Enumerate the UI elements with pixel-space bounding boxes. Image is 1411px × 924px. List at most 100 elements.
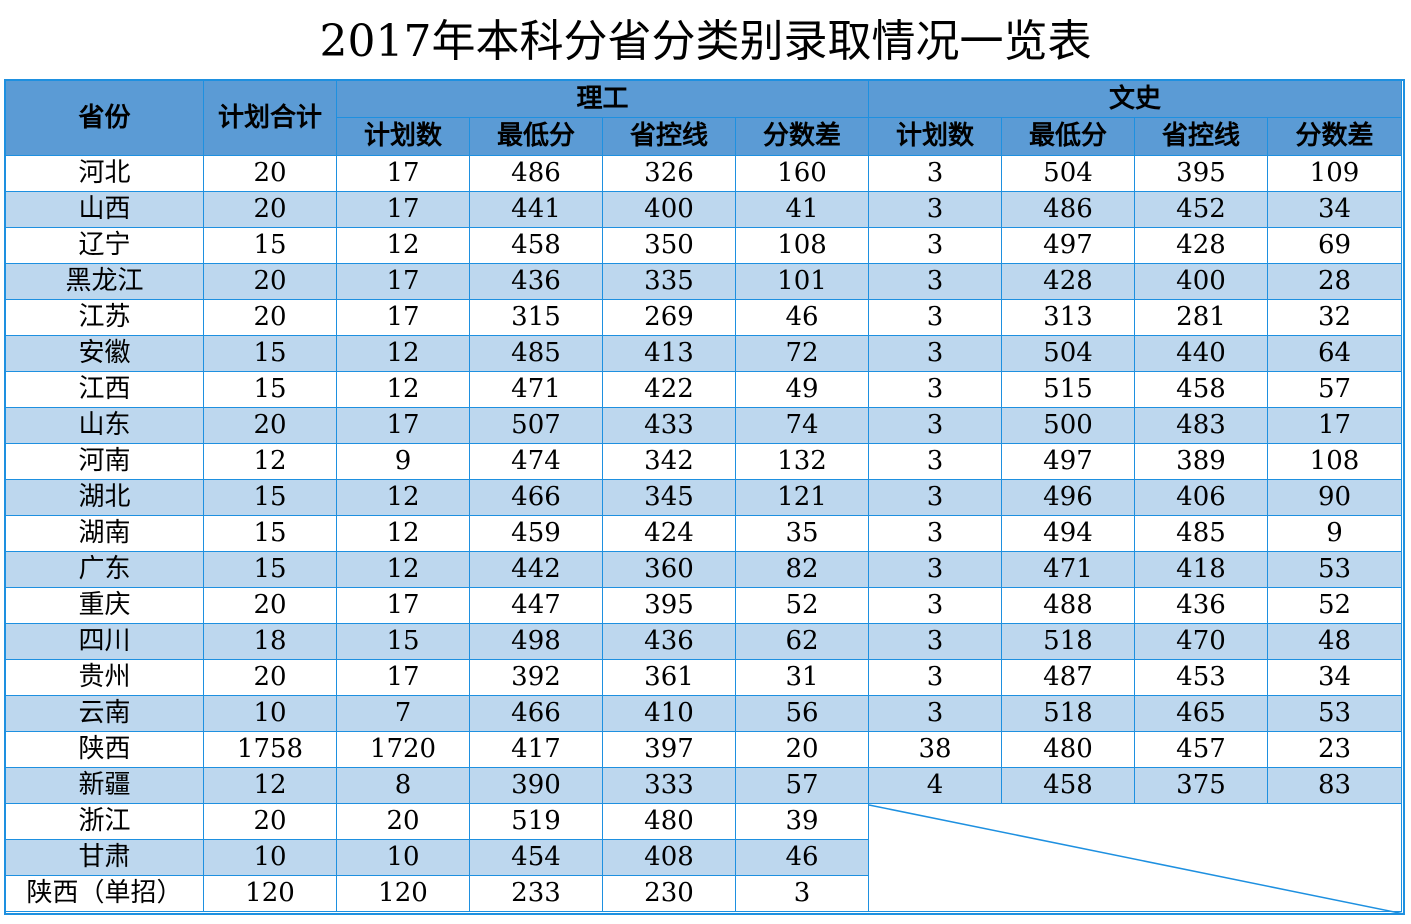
art-min-cell: 494 (1001, 515, 1135, 552)
sci-min-cell: 507 (469, 407, 603, 444)
art-plan-cell: 3 (868, 515, 1002, 552)
sci-line-cell: 333 (602, 767, 736, 804)
art-line-cell: 389 (1134, 443, 1268, 480)
sci-line-cell: 397 (602, 731, 736, 768)
table-row: 江苏 20 17 315 269 46 3 313 281 32 (5, 299, 1402, 336)
art-min-cell: 428 (1001, 263, 1135, 300)
art-min-cell: 504 (1001, 155, 1135, 192)
art-line-cell: 485 (1134, 515, 1268, 552)
plan-total-cell: 20 (203, 587, 337, 624)
art-min-cell: 497 (1001, 443, 1135, 480)
art-diff-cell: 17 (1267, 407, 1402, 444)
sci-min-cell: 466 (469, 695, 603, 732)
sci-min-cell: 315 (469, 299, 603, 336)
sci-diff-cell: 31 (735, 659, 869, 696)
art-min-header: 最低分 (1001, 117, 1135, 156)
art-diff-cell: 53 (1267, 551, 1402, 588)
art-min-cell: 480 (1001, 731, 1135, 768)
province-cell: 黑龙江 (5, 263, 204, 300)
sci-diff-cell: 74 (735, 407, 869, 444)
sci-diff-cell: 39 (735, 803, 869, 840)
plan-total-cell: 15 (203, 551, 337, 588)
sci-diff-cell: 160 (735, 155, 869, 192)
sci-diff-cell: 121 (735, 479, 869, 516)
sci-line-cell: 326 (602, 155, 736, 192)
art-diff-cell: 109 (1267, 155, 1402, 192)
sci-line-cell: 395 (602, 587, 736, 624)
art-min-cell: 500 (1001, 407, 1135, 444)
art-min-cell: 313 (1001, 299, 1135, 336)
sci-line-cell: 433 (602, 407, 736, 444)
sci-line-cell: 342 (602, 443, 736, 480)
art-diff-cell: 90 (1267, 479, 1402, 516)
plan-total-cell: 18 (203, 623, 337, 660)
sci-line-cell: 350 (602, 227, 736, 264)
table-row: 浙江 20 20 519 480 39 (5, 803, 1402, 912)
art-plan-cell: 3 (868, 227, 1002, 264)
plan-total-cell: 20 (203, 803, 337, 840)
art-min-cell: 518 (1001, 623, 1135, 660)
art-plan-cell: 3 (868, 407, 1002, 444)
sci-plan-cell: 17 (336, 191, 470, 228)
sci-line-cell: 410 (602, 695, 736, 732)
sci-diff-cell: 72 (735, 335, 869, 372)
art-diff-cell: 64 (1267, 335, 1402, 372)
sci-plan-cell: 17 (336, 263, 470, 300)
art-min-cell: 487 (1001, 659, 1135, 696)
art-plan-cell: 3 (868, 155, 1002, 192)
sci-min-cell: 454 (469, 839, 603, 876)
art-min-cell: 518 (1001, 695, 1135, 732)
art-plan-cell: 3 (868, 299, 1002, 336)
art-line-cell: 457 (1134, 731, 1268, 768)
province-cell: 安徽 (5, 335, 204, 372)
art-line-cell: 436 (1134, 587, 1268, 624)
sci-diff-cell: 41 (735, 191, 869, 228)
province-cell: 陕西（单招） (5, 875, 204, 912)
plan-total-cell: 15 (203, 371, 337, 408)
sci-plan-cell: 20 (336, 803, 470, 840)
art-diff-cell: 53 (1267, 695, 1402, 732)
table-row: 湖南 15 12 459 424 35 3 494 485 9 (5, 515, 1402, 552)
plan-total-cell: 20 (203, 191, 337, 228)
sci-diff-cell: 49 (735, 371, 869, 408)
art-line-cell: 400 (1134, 263, 1268, 300)
art-plan-cell: 3 (868, 263, 1002, 300)
plan-total-cell: 20 (203, 155, 337, 192)
table-row: 新疆 12 8 390 333 57 4 458 375 83 (5, 767, 1402, 804)
art-plan-cell: 38 (868, 731, 1002, 768)
sci-line-cell: 361 (602, 659, 736, 696)
art-diff-cell: 83 (1267, 767, 1402, 804)
sci-line-cell: 408 (602, 839, 736, 876)
art-plan-cell: 3 (868, 551, 1002, 588)
art-diff-cell: 108 (1267, 443, 1402, 480)
arts-group-header: 文史 (868, 80, 1402, 118)
sci-diff-cell: 35 (735, 515, 869, 552)
art-plan-cell: 3 (868, 479, 1002, 516)
table-row: 陕西 1758 1720 417 397 20 38 480 457 23 (5, 731, 1402, 768)
sci-diff-cell: 62 (735, 623, 869, 660)
art-line-cell: 483 (1134, 407, 1268, 444)
sci-diff-cell: 56 (735, 695, 869, 732)
plan-total-cell: 10 (203, 839, 337, 876)
sci-min-cell: 466 (469, 479, 603, 516)
province-cell: 江苏 (5, 299, 204, 336)
province-cell: 贵州 (5, 659, 204, 696)
sci-line-header: 省控线 (602, 117, 736, 156)
art-line-header: 省控线 (1134, 117, 1268, 156)
art-plan-cell: 3 (868, 443, 1002, 480)
table-row: 黑龙江 20 17 436 335 101 3 428 400 28 (5, 263, 1402, 300)
sci-min-cell: 498 (469, 623, 603, 660)
plan-total-cell: 20 (203, 659, 337, 696)
sci-plan-cell: 12 (336, 371, 470, 408)
art-min-cell: 515 (1001, 371, 1135, 408)
art-diff-cell: 57 (1267, 371, 1402, 408)
arts-empty-cell (868, 803, 1402, 912)
sci-line-cell: 400 (602, 191, 736, 228)
art-diff-cell: 9 (1267, 515, 1402, 552)
art-line-cell: 406 (1134, 479, 1268, 516)
art-line-cell: 470 (1134, 623, 1268, 660)
province-cell: 河北 (5, 155, 204, 192)
sci-diff-cell: 46 (735, 839, 869, 876)
art-diff-cell: 34 (1267, 191, 1402, 228)
sci-min-cell: 442 (469, 551, 603, 588)
